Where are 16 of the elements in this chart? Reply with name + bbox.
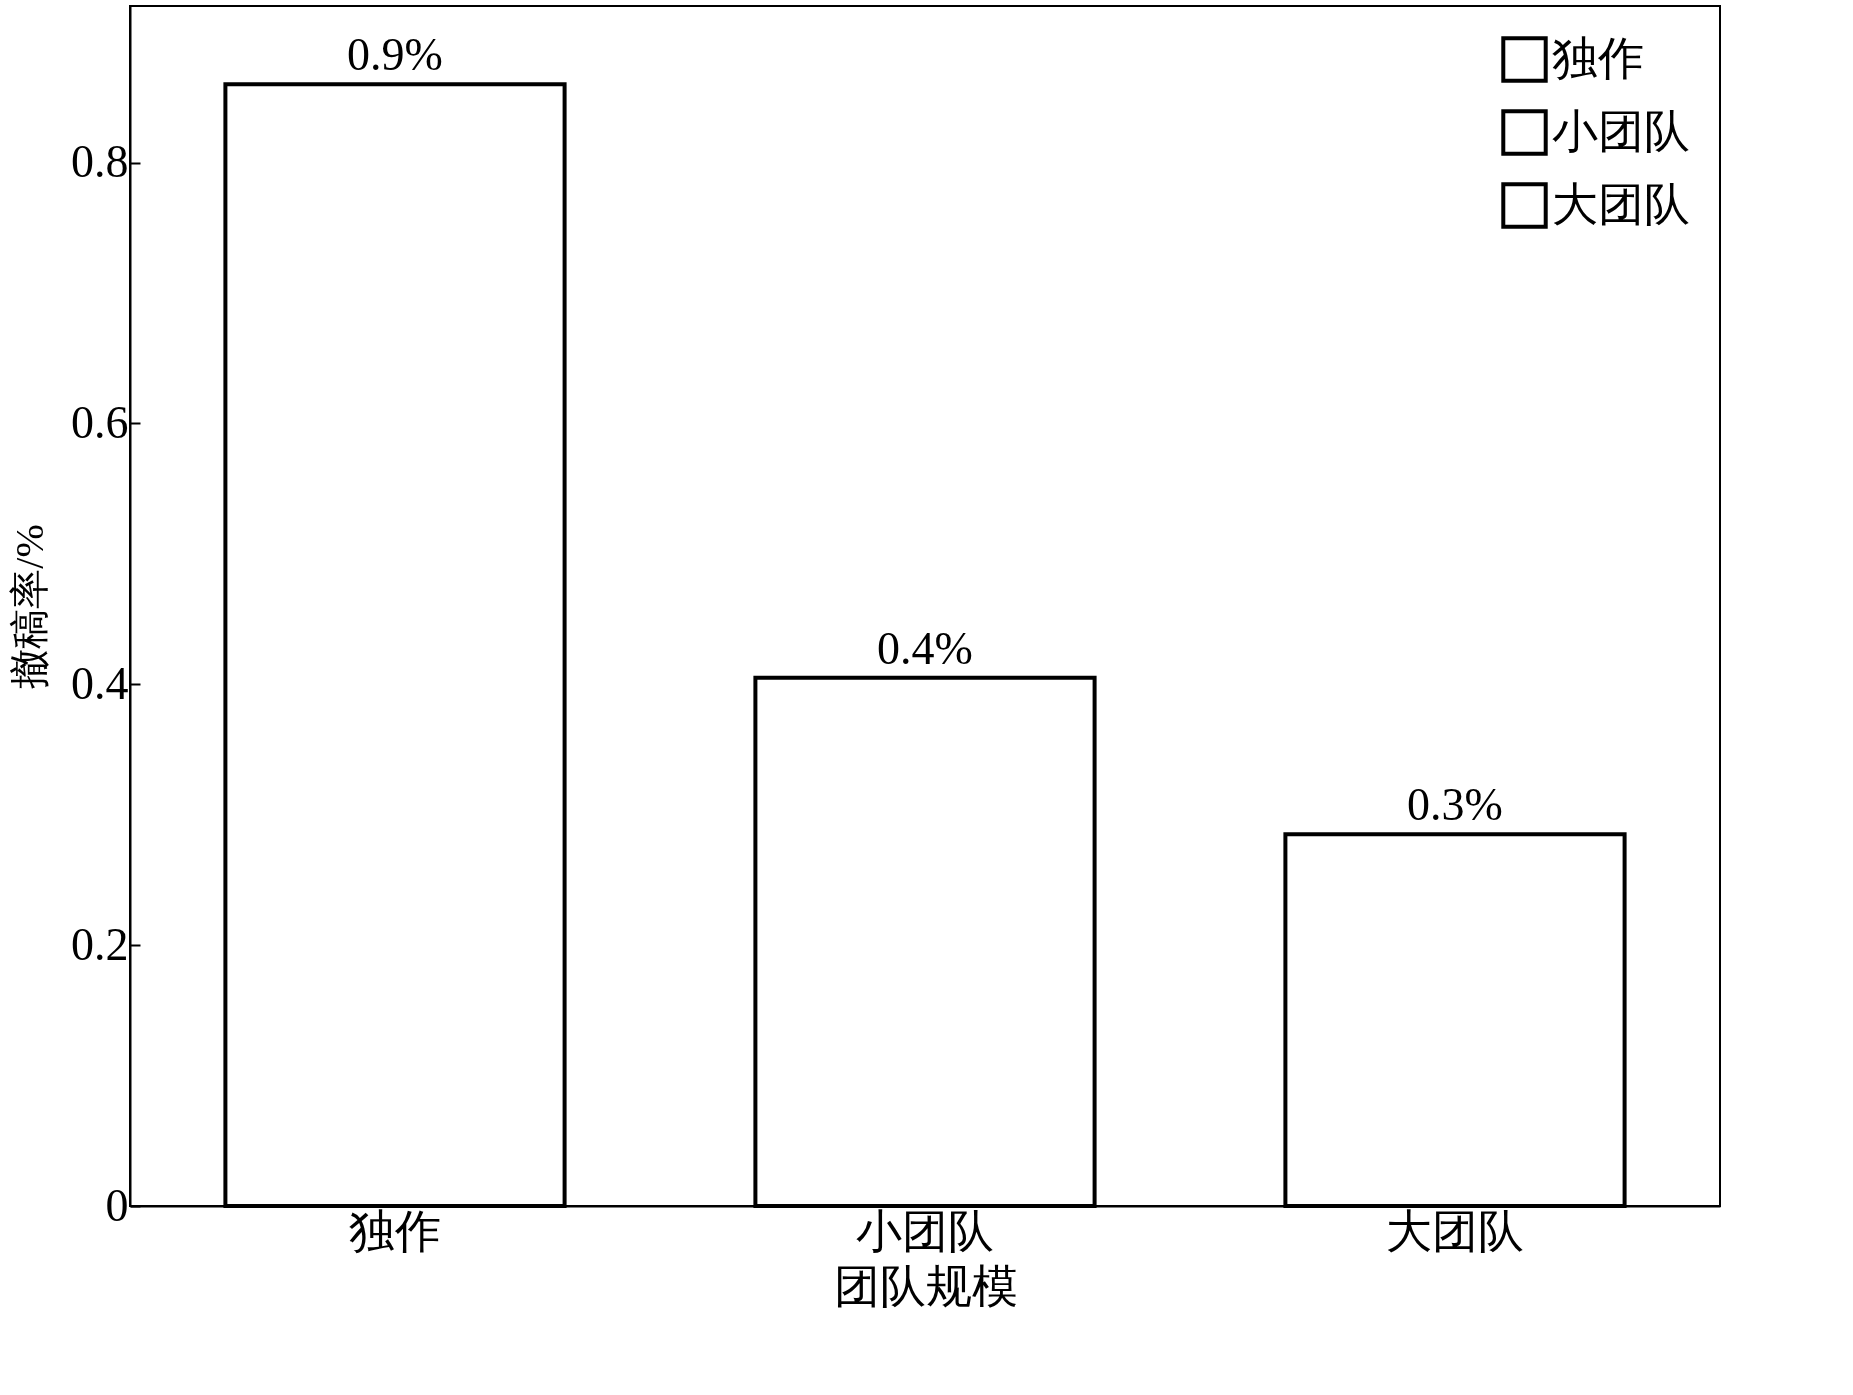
y-tick-label: 0.4	[71, 657, 129, 709]
text: 0.9%	[347, 29, 443, 81]
x-axis-title: 团队规模	[833, 1260, 1018, 1312]
legend-label: 小团队	[1552, 105, 1690, 157]
x-tick-label: 独作	[349, 1205, 441, 1257]
y-axis-title: 撤稿率/%	[7, 524, 52, 689]
y-tick-label: 0.8	[71, 136, 129, 188]
x-tick-label: 小团队	[856, 1205, 994, 1257]
y-tick-label: 0	[105, 1179, 129, 1231]
legend-label: 大团队	[1552, 178, 1690, 230]
x-tick-label: 大团队	[1386, 1205, 1524, 1257]
y-tick-label: 0.6	[71, 396, 129, 448]
text: 0.3%	[1407, 779, 1503, 831]
y-tick-label: 0.2	[71, 918, 129, 970]
text: 0.4%	[877, 622, 973, 674]
legend-label: 独作	[1552, 32, 1644, 84]
